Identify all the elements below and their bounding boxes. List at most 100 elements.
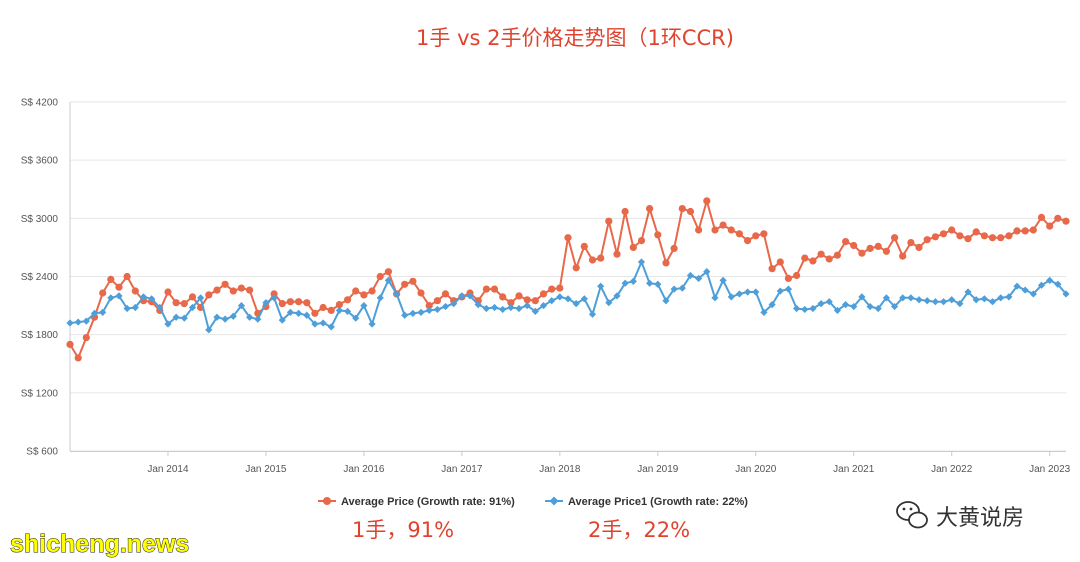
data-point: [548, 285, 556, 293]
data-point: [376, 272, 384, 281]
data-point: [417, 308, 425, 316]
x-tick-label: Jan 2023: [1029, 464, 1071, 475]
data-point: [115, 283, 123, 291]
data-point: [784, 274, 793, 282]
data-point: [858, 293, 866, 301]
data-point: [580, 295, 588, 303]
data-point: [499, 305, 507, 314]
x-tick-label: Jan 2021: [833, 464, 875, 475]
x-tick-label: Jan 2019: [637, 464, 679, 475]
data-point: [923, 236, 931, 244]
data-point: [744, 237, 752, 245]
data-point: [82, 317, 90, 325]
data-point: [646, 205, 654, 213]
legend[interactable]: Average Price (Growth rate: 91%) Average…: [318, 496, 748, 508]
grid-lines: [70, 101, 1066, 452]
data-point: [866, 244, 874, 252]
data-point: [654, 231, 662, 239]
data-point: [368, 287, 376, 295]
data-point: [237, 284, 245, 292]
data-point: [997, 234, 1005, 242]
data-point: [1054, 280, 1062, 288]
data-point: [825, 298, 833, 306]
data-point: [246, 313, 254, 321]
data-point: [809, 304, 817, 313]
data-point: [66, 340, 74, 348]
data-point: [760, 308, 768, 316]
data-point: [507, 303, 515, 312]
data-point: [670, 244, 678, 252]
legend-label-average-price1: Average Price1 (Growth rate: 22%): [568, 496, 748, 508]
data-point: [409, 277, 417, 285]
data-point: [294, 309, 303, 317]
data-point: [882, 247, 891, 255]
data-point: [744, 288, 752, 296]
y-tick-label: S$ 4200: [21, 98, 59, 109]
data-point: [156, 303, 164, 312]
legend-item-average-price[interactable]: Average Price (Growth rate: 91%): [318, 496, 515, 508]
data-point: [686, 207, 695, 216]
data-point: [344, 296, 352, 304]
data-point: [417, 289, 425, 297]
data-point: [1013, 227, 1021, 235]
data-point: [368, 320, 376, 328]
data-point: [980, 295, 988, 303]
data-point: [188, 303, 197, 312]
data-point: [303, 311, 311, 319]
data-point: [956, 300, 964, 308]
data-point: [490, 303, 499, 312]
data-point: [278, 316, 286, 324]
data-point: [964, 288, 972, 296]
data-point: [66, 319, 74, 327]
data-point: [564, 234, 572, 242]
data-point: [180, 314, 188, 322]
series-layer: [66, 197, 1070, 362]
data-point: [74, 354, 82, 362]
data-point: [646, 279, 654, 287]
data-point: [678, 205, 686, 213]
data-point: [841, 301, 850, 309]
data-point: [352, 287, 360, 295]
data-point: [295, 298, 303, 306]
y-tick-label: S$ 1800: [21, 330, 59, 341]
legend-item-average-price1[interactable]: Average Price1 (Growth rate: 22%): [545, 496, 748, 508]
data-point: [768, 301, 776, 309]
data-point: [1021, 286, 1029, 294]
data-point: [629, 277, 637, 285]
data-point: [360, 291, 368, 299]
x-tick-label: Jan 2020: [735, 464, 777, 475]
data-point: [833, 251, 842, 259]
x-axis: Jan 2014 Jan 2015 Jan 2016 Jan 2017 Jan 2018…: [70, 451, 1071, 475]
data-point: [972, 296, 980, 304]
data-point: [597, 282, 605, 290]
data-point: [825, 255, 833, 263]
data-point: [890, 302, 899, 311]
data-point: [482, 304, 490, 313]
data-point: [123, 304, 131, 313]
data-point: [1021, 227, 1029, 235]
data-point: [515, 292, 523, 300]
data-point: [874, 242, 882, 250]
data-point: [1062, 217, 1070, 225]
data-point: [858, 249, 866, 257]
data-point: [531, 307, 539, 315]
data-point: [180, 300, 188, 308]
data-point: [915, 243, 923, 251]
data-point: [254, 315, 262, 323]
legend-marker-average-price: [323, 497, 331, 505]
data-point: [703, 268, 711, 276]
data-point: [1054, 214, 1062, 222]
data-point: [997, 294, 1005, 302]
data-point: [409, 309, 417, 317]
data-point: [148, 295, 156, 303]
data-point: [662, 297, 670, 305]
data-point: [613, 250, 621, 258]
data-point: [82, 334, 90, 342]
data-point: [213, 286, 221, 294]
data-point: [539, 301, 548, 310]
data-point: [131, 287, 139, 295]
series-1: [66, 258, 1070, 334]
data-point: [392, 290, 401, 298]
legend-marker-average-price1: [549, 496, 559, 506]
data-point: [197, 294, 205, 302]
